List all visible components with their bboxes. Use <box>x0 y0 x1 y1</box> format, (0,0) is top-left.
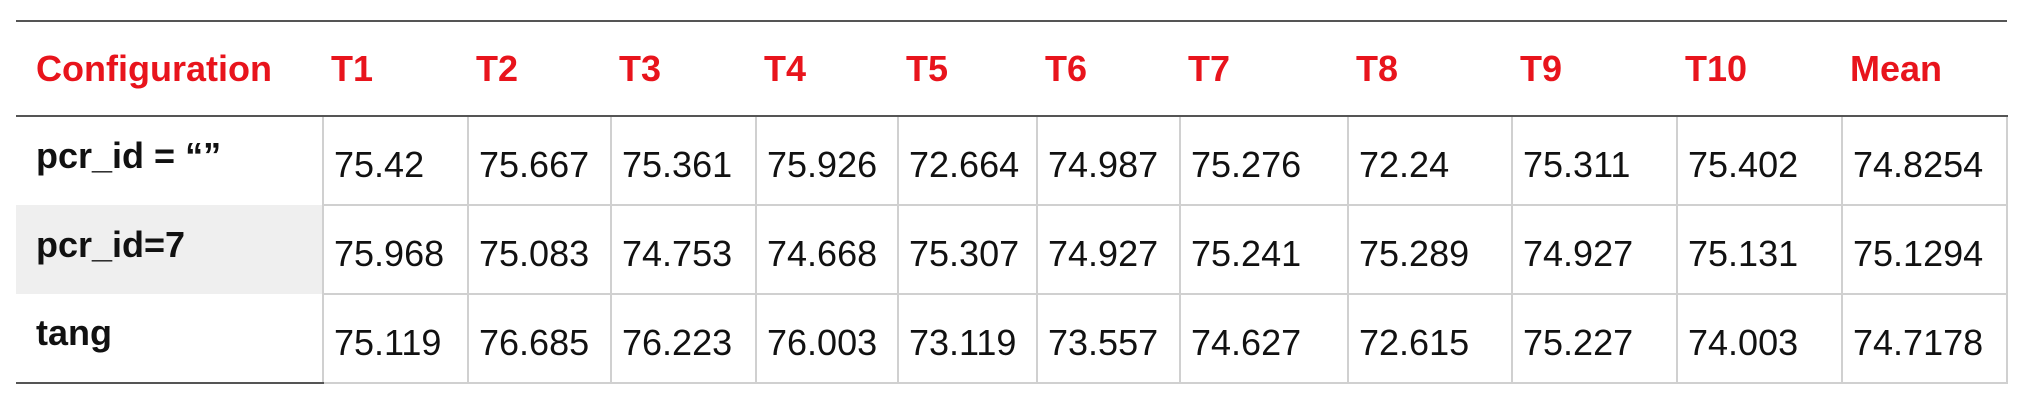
header-cell: T9 <box>1512 20 1677 117</box>
value-cell: 75.083 <box>467 204 612 295</box>
table-body: pcr_id = “” 75.42 75.667 75.361 75.926 72.664… <box>16 115 2008 384</box>
header-cell: T10 <box>1677 20 1842 117</box>
value-cell: 75.926 <box>755 115 899 206</box>
value-cell: 76.003 <box>755 293 899 384</box>
header-row: Configuration T1 T2 T3 T4 T5 T6 T7 T8 T9 T10 Mean <box>16 20 2007 117</box>
value-cell: 74.927 <box>1511 204 1678 295</box>
header-cell: T3 <box>611 20 756 117</box>
table-container: Configuration T1 T2 T3 T4 T5 T6 T7 T8 T9 T10 Mean p… <box>16 20 2008 384</box>
value-cell: 75.311 <box>1511 115 1678 206</box>
value-cell: 74.7178 <box>1841 293 2008 384</box>
header-cell: Mean <box>1842 20 2007 117</box>
value-cell: 72.615 <box>1347 293 1513 384</box>
value-cell: 76.223 <box>610 293 757 384</box>
value-cell: 72.664 <box>897 115 1038 206</box>
value-cell: 75.227 <box>1511 293 1678 384</box>
value-cell: 75.276 <box>1179 115 1349 206</box>
value-cell: 74.627 <box>1179 293 1349 384</box>
header-cell: T5 <box>898 20 1037 117</box>
value-cell: 75.402 <box>1676 115 1843 206</box>
value-cell: 75.131 <box>1676 204 1843 295</box>
value-cell: 75.119 <box>322 293 469 384</box>
value-cell: 74.927 <box>1036 204 1181 295</box>
value-cell: 73.557 <box>1036 293 1181 384</box>
value-cell: 74.668 <box>755 204 899 295</box>
value-cell: 74.987 <box>1036 115 1181 206</box>
table-row: pcr_id=7 75.968 75.083 74.753 74.668 75.307 74… <box>16 204 2008 295</box>
value-cell: 75.968 <box>322 204 469 295</box>
header-cell: T8 <box>1348 20 1512 117</box>
value-cell: 75.361 <box>610 115 757 206</box>
value-cell: 75.42 <box>322 115 469 206</box>
table-row: tang 75.119 76.685 76.223 76.003 73.119 73.557… <box>16 293 2008 384</box>
value-cell: 75.289 <box>1347 204 1513 295</box>
value-cell: 75.667 <box>467 115 612 206</box>
value-cell: 73.119 <box>897 293 1038 384</box>
results-table: Configuration T1 T2 T3 T4 T5 T6 T7 T8 T9 T10 Mean p… <box>16 20 2008 384</box>
config-cell: pcr_id=7 <box>16 205 324 294</box>
header-cell: T6 <box>1037 20 1180 117</box>
value-cell: 74.753 <box>610 204 757 295</box>
config-cell: pcr_id = “” <box>16 116 324 205</box>
header-cell: T1 <box>323 20 468 117</box>
value-cell: 74.8254 <box>1841 115 2008 206</box>
table-row: pcr_id = “” 75.42 75.667 75.361 75.926 72.664… <box>16 115 2008 206</box>
header-cell: T7 <box>1180 20 1348 117</box>
value-cell: 75.307 <box>897 204 1038 295</box>
header-cell: Configuration <box>16 20 323 117</box>
value-cell: 75.241 <box>1179 204 1349 295</box>
header-cell: T2 <box>468 20 611 117</box>
value-cell: 76.685 <box>467 293 612 384</box>
header-cell: T4 <box>756 20 898 117</box>
value-cell: 72.24 <box>1347 115 1513 206</box>
value-cell: 74.003 <box>1676 293 1843 384</box>
config-cell: tang <box>16 294 324 384</box>
value-cell: 75.1294 <box>1841 204 2008 295</box>
